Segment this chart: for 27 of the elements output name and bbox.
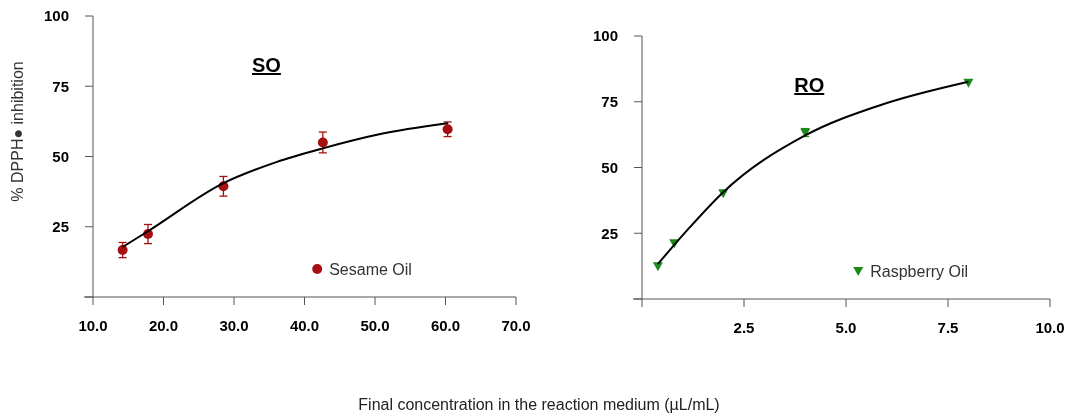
y-axis-title: % DPPH● inhibition	[9, 61, 26, 202]
text: SO	[251, 54, 281, 76]
x-tick-label: 30.0	[219, 317, 249, 334]
x-tick-label: 5.0	[835, 319, 857, 336]
y-tick-label: 25	[52, 218, 69, 235]
x-tick-label: 10.0	[78, 317, 108, 334]
y-tick-label: 100	[592, 27, 618, 45]
point	[117, 245, 128, 256]
y-tick-label: 50	[52, 147, 69, 165]
y-tick-label: 100	[43, 7, 69, 25]
x-tick-label: 2.5	[733, 319, 755, 336]
x-tick-label: 10.0	[1035, 319, 1065, 336]
x-tick-label: 40.0	[289, 317, 320, 334]
legend-label: Raspberry Oil	[870, 262, 969, 280]
x-tick-label: 60.0	[430, 317, 461, 334]
y-tick-label: 25	[601, 224, 618, 242]
point	[317, 137, 328, 148]
x-tick-label: 7.5	[937, 319, 959, 336]
x-tick-label: 70.0	[501, 317, 531, 334]
y-tick-label: 50	[601, 158, 618, 176]
x-axis-title: Final concentration in the reaction medium (µL/mL)	[358, 396, 720, 413]
y-tick-label: 75	[52, 77, 69, 95]
legend-label: Sesame Oil	[329, 260, 412, 278]
x-tick-label: 20.0	[148, 317, 179, 334]
text: RO	[794, 74, 825, 96]
x-tick-label: 50.0	[360, 317, 390, 334]
y-tick-label: 75	[601, 93, 618, 110]
